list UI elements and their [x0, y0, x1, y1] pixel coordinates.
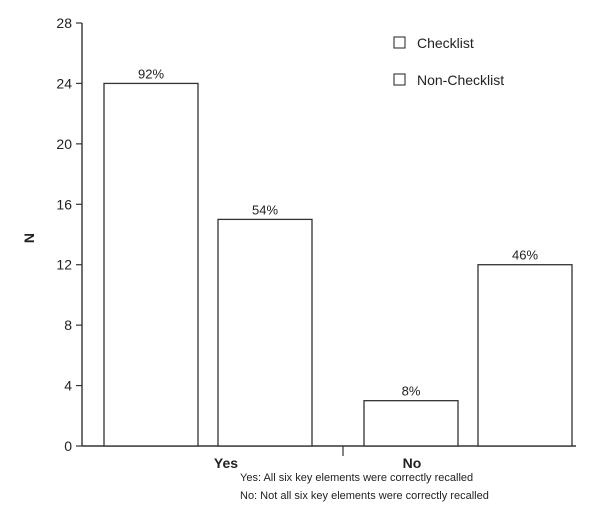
footnote-yes: Yes: All six key elements were correctly…	[240, 472, 474, 484]
data-label: 46%	[512, 248, 538, 263]
bar	[363, 400, 459, 447]
y-tick-label: 24	[56, 75, 72, 91]
bars: 92% 8% 54% 46%	[103, 66, 573, 447]
y-tick-label: 0	[64, 438, 72, 454]
legend: Checklist Non-Checklist	[393, 35, 504, 88]
legend-swatch	[393, 36, 406, 49]
data-label: 54%	[252, 202, 278, 217]
legend-swatch	[393, 73, 406, 86]
y-tick-label: 12	[56, 257, 72, 273]
y-tick-label: 28	[56, 15, 72, 31]
data-label: 8%	[402, 384, 421, 399]
y-tick-label: 8	[64, 317, 72, 333]
y-tick-label: 4	[64, 378, 72, 394]
x-tick-label: No	[403, 455, 422, 471]
legend-label: Non-Checklist	[417, 72, 504, 88]
bar	[477, 264, 573, 447]
legend-label: Checklist	[417, 35, 474, 51]
y-tick-label: 16	[56, 196, 72, 212]
y-tick-label: 20	[56, 136, 72, 152]
y-axis-label: N	[21, 233, 37, 243]
footnote-no: No: Not all six key elements were correc…	[240, 490, 489, 502]
data-label: 92%	[138, 66, 164, 81]
x-tick-label: Yes	[214, 455, 238, 471]
bar	[217, 218, 313, 447]
bar	[103, 82, 199, 447]
